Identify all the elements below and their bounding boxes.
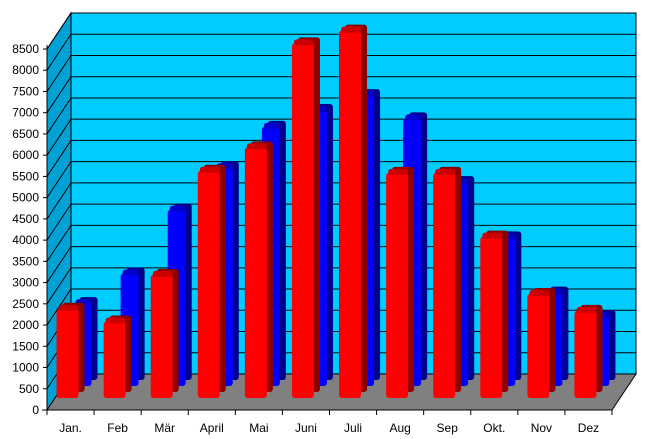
y-tick-label: 6000 <box>12 148 39 162</box>
y-tick-label: 6500 <box>12 127 39 141</box>
series-front-bars <box>56 24 603 399</box>
x-tick-label: Juni <box>295 421 317 435</box>
x-tick-label: Okt. <box>483 421 505 435</box>
y-tick-label: 3500 <box>12 254 39 268</box>
bar-front-4 <box>244 141 273 398</box>
gridline <box>46 12 636 50</box>
bar-front-3 <box>197 164 226 398</box>
x-tick-label: April <box>200 421 224 435</box>
y-axis-ticks: 0 500 1000 1500 2000 2500 3000 3500 4000 4500 5000… <box>12 42 47 417</box>
gridline <box>46 139 636 177</box>
y-tick-label: 0 <box>32 403 39 417</box>
x-tick-label: Mai <box>249 421 268 435</box>
y-tick-label: 4500 <box>12 212 39 226</box>
y-tick-label: 8500 <box>12 42 39 56</box>
y-tick-label: 1500 <box>12 339 39 353</box>
bar-front-10 <box>527 287 556 398</box>
y-tick-label: 8000 <box>12 63 39 77</box>
y-tick-label: 5500 <box>12 169 39 183</box>
y-tick-label: 500 <box>19 382 39 396</box>
gridline <box>46 97 636 135</box>
y-tick-label: 4000 <box>12 233 39 247</box>
bar-front-5 <box>291 37 320 399</box>
bar-front-2 <box>150 268 179 398</box>
bar-front-1 <box>103 315 132 398</box>
x-axis-ticks: Jan. Feb Mär April Mai Juni Juli Aug Sep Okt. Nov D… <box>59 410 613 435</box>
bar-front-9 <box>480 230 509 398</box>
x-tick-label: Jan. <box>59 421 82 435</box>
axes <box>42 45 612 415</box>
gridline <box>46 54 636 92</box>
y-tick-label: 7500 <box>12 84 39 98</box>
x-tick-label: Nov <box>531 421 552 435</box>
x-tick-label: Sep <box>437 421 459 435</box>
bar-front-8 <box>433 166 462 398</box>
gridline <box>46 76 636 113</box>
x-tick-label: Mär <box>154 421 175 435</box>
gridline <box>46 161 636 198</box>
x-tick-label: Feb <box>107 421 128 435</box>
y-tick-label: 3000 <box>12 276 39 290</box>
y-tick-label: 5000 <box>12 191 39 205</box>
y-tick-label: 2500 <box>12 297 39 311</box>
gridline <box>46 33 636 71</box>
y-tick-label: 7000 <box>12 106 39 120</box>
y-tick-label: 1000 <box>12 361 39 375</box>
x-tick-label: Juli <box>344 421 362 435</box>
x-tick-label: Aug <box>389 421 410 435</box>
bar-front-6 <box>339 24 368 398</box>
bar-front-7 <box>386 166 415 398</box>
gridline <box>46 118 636 156</box>
bar-front-11 <box>574 304 603 398</box>
x-tick-label: Dez <box>578 421 599 435</box>
y-tick-label: 2000 <box>12 318 39 332</box>
bar-front-0 <box>56 302 85 398</box>
